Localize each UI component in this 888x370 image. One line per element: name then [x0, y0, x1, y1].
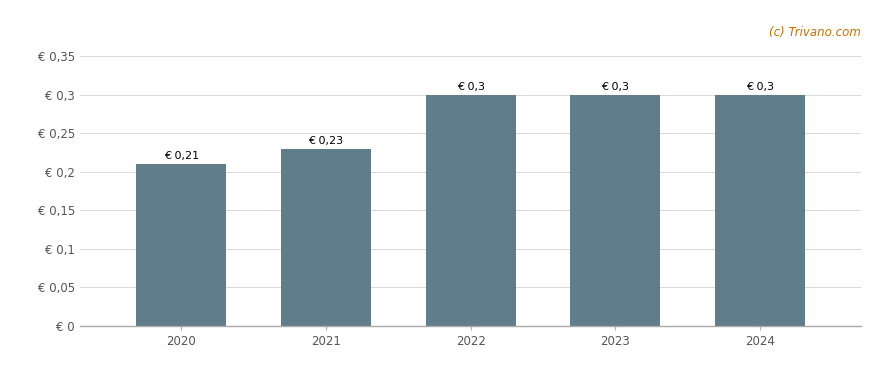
Text: € 0,3: € 0,3 — [601, 82, 630, 92]
Bar — [281, 149, 371, 326]
Text: € 0,21: € 0,21 — [163, 151, 199, 161]
Bar — [570, 95, 660, 326]
Bar — [137, 164, 226, 326]
Bar — [715, 95, 805, 326]
Text: € 0,3: € 0,3 — [456, 82, 485, 92]
Bar — [425, 95, 516, 326]
Text: € 0,23: € 0,23 — [308, 135, 344, 145]
Text: (c) Trivano.com: (c) Trivano.com — [770, 26, 861, 39]
Text: € 0,3: € 0,3 — [746, 82, 774, 92]
